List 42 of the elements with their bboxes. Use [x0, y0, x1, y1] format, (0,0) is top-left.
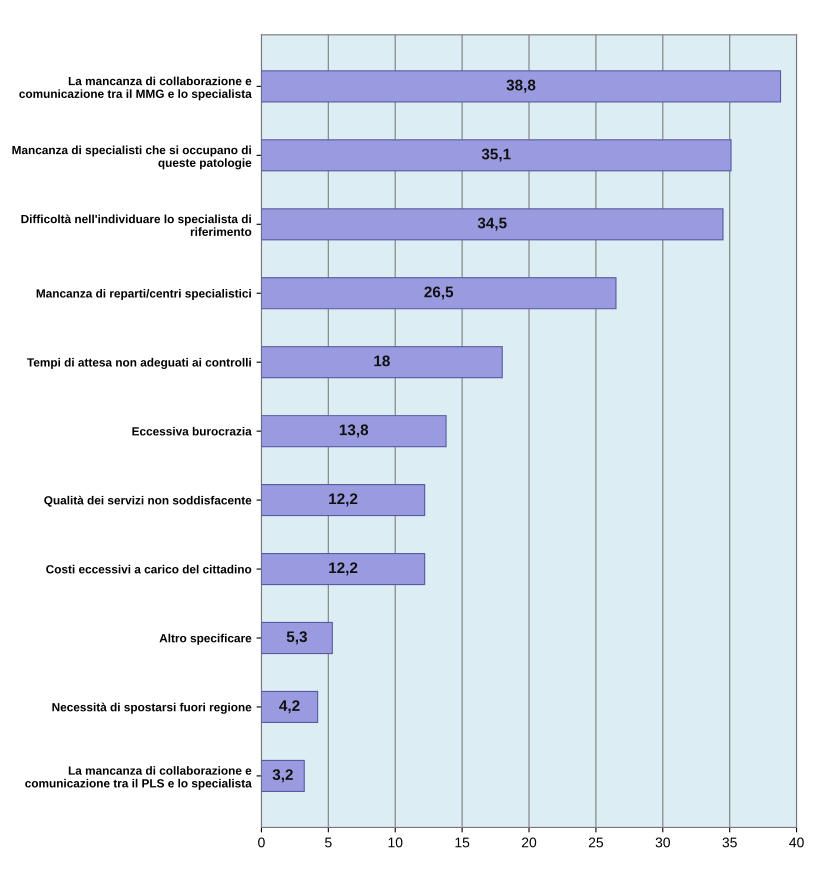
x-tick-label: 30	[656, 838, 670, 848]
y-tick-label: Difficoltà nell'individuare lo specialista di riferimento	[21, 214, 252, 236]
y-tick-label: Eccessiva burocrazia	[132, 426, 252, 436]
bar	[261, 552, 426, 586]
bar	[261, 484, 426, 516]
bar	[261, 208, 724, 240]
data-label: 13,8	[340, 424, 368, 438]
y-tick-label: Costi eccessivi a carico del cittadino	[46, 564, 252, 574]
bar	[261, 622, 333, 654]
y-tick-label: Tempi di attesa non adeguati ai controlli	[27, 358, 251, 369]
bar	[261, 70, 782, 102]
x-tick-label: 5	[325, 838, 332, 848]
data-label: 3,2	[272, 769, 293, 782]
x-tick-label: 40	[789, 838, 804, 848]
bar	[261, 690, 318, 724]
bar	[261, 139, 732, 172]
x-tick-label: 35	[722, 838, 737, 848]
data-label: 12,2	[329, 562, 358, 576]
data-label: 26,5	[424, 286, 454, 300]
bar	[261, 346, 503, 378]
y-tick-label: Necessità di spostarsi fuori regione	[52, 702, 252, 714]
data-label: 18	[374, 355, 390, 366]
data-label: 38,8	[506, 80, 536, 93]
data-label: 12,2	[329, 493, 358, 506]
bar	[261, 760, 305, 792]
y-tick-label: Mancanza di reparti/centri specialistici	[36, 288, 251, 300]
y-tick-label: Mancanza di specialisti che si occupano di queste patologie	[12, 146, 252, 170]
x-tick-label: 10	[388, 838, 402, 848]
x-tick-label: 20	[522, 838, 536, 848]
y-tick-label: Qualità dei servizi non soddisfacente	[44, 496, 252, 507]
y-tick-label: La mancanza di collaborazione e comunicazione tra il PLS e lo specialista	[25, 766, 252, 790]
x-tick-label: 25	[588, 838, 604, 848]
data-label: 34,5	[478, 218, 507, 231]
bar	[261, 277, 617, 310]
data-label: 4,2	[279, 700, 300, 714]
data-label: 5,3	[286, 631, 307, 644]
y-tick-label: La mancanza di collaborazione e comunicazione tra il MMG e lo specialista	[19, 76, 252, 100]
x-tick-label: 0	[258, 838, 265, 848]
bar	[261, 415, 447, 448]
x-tick-label: 15	[455, 838, 470, 848]
y-tick-label: Altro specificare	[160, 634, 252, 645]
data-label: 35,1	[482, 148, 511, 162]
